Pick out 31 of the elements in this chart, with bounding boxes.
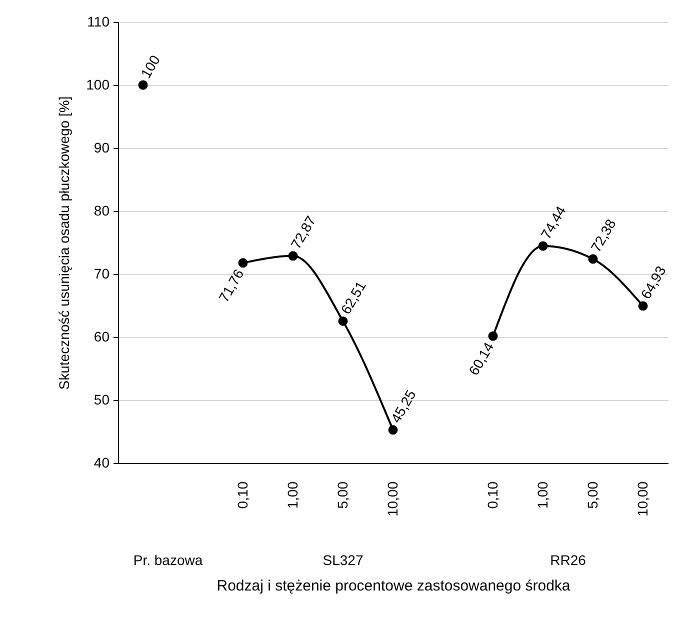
- y-tick-label: 50: [94, 392, 110, 408]
- x-tick-label: 10,00: [384, 481, 400, 517]
- x-tick-label: 0,10: [234, 481, 250, 509]
- data-label: 100: [137, 52, 164, 81]
- text: SL327: [322, 552, 364, 568]
- point: [488, 331, 498, 341]
- x-tick-label: 10,00: [634, 481, 650, 517]
- point: [388, 425, 398, 435]
- text: Pr. bazowa: [133, 552, 203, 568]
- y-tick-label: 80: [94, 202, 110, 218]
- point: [588, 254, 598, 264]
- y-tick-label: 70: [94, 266, 110, 282]
- y-tick-label: 40: [94, 454, 110, 470]
- point: [238, 258, 248, 268]
- x-tick-label: 1,00: [284, 481, 300, 509]
- x-tick-label: 5,00: [334, 481, 350, 509]
- point: [538, 241, 548, 251]
- point: [138, 80, 148, 90]
- x-tick-label: 0,10: [484, 481, 500, 509]
- x-tick-label: 5,00: [584, 481, 600, 509]
- text: RR26: [550, 552, 586, 568]
- y-tick-label: 110: [87, 14, 110, 30]
- x-axis-title: Rodzaj i stężenie procentowe zastosowanego środka: [216, 578, 571, 595]
- point: [638, 301, 648, 311]
- point: [338, 316, 348, 326]
- x-tick-label: 1,00: [534, 481, 550, 509]
- y-tick-label: 60: [94, 328, 110, 344]
- point: [288, 251, 298, 261]
- y-axis-title: Skuteczność usunięcia osadu płuczkowego [%]: [56, 96, 72, 390]
- y-tick-label: 90: [94, 140, 110, 156]
- y-tick-label: 100: [86, 76, 110, 92]
